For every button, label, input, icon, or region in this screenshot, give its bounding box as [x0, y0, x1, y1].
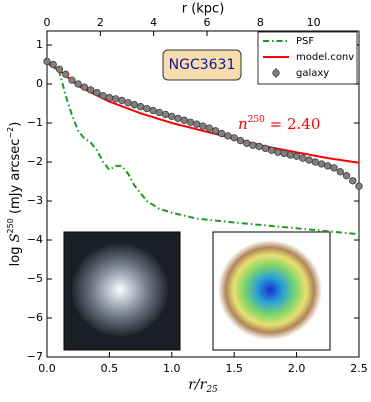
galaxy-point: [186, 118, 195, 126]
galaxy-point: [261, 144, 270, 153]
galaxy-point: [230, 134, 238, 142]
y-label-part: −2: [6, 127, 15, 139]
y-tick-label: −5: [27, 272, 43, 285]
galaxy-point: [243, 139, 251, 147]
x2-tick-label: 0: [44, 16, 51, 29]
galaxy-point: [62, 70, 70, 78]
galaxy-point: [224, 132, 232, 140]
x2-tick-label: 8: [257, 16, 264, 29]
y-label-part: 250: [6, 218, 15, 233]
inset-image: [63, 231, 181, 351]
y-label-part: log: [8, 242, 23, 266]
galaxy-point: [305, 156, 313, 164]
galaxy-point: [218, 129, 226, 138]
x2-tick-label: 6: [204, 16, 211, 29]
galaxy-point: [87, 86, 95, 94]
x-tick-label: 0.5: [101, 362, 119, 375]
galaxy-point: [299, 154, 307, 162]
x2-tick-label: 4: [150, 16, 157, 29]
galaxy-point: [324, 162, 332, 170]
legend-label: galaxy: [296, 68, 329, 79]
galaxy-point: [267, 146, 276, 154]
x-tick-label: 2.5: [350, 362, 368, 375]
y-tick-label: 1: [36, 38, 43, 51]
galaxy-point: [174, 114, 182, 122]
x-label: r/r25: [188, 377, 218, 395]
galaxy-point: [286, 151, 295, 159]
galaxy-point: [49, 60, 57, 69]
galaxy-point: [311, 158, 319, 166]
galaxy-point: [155, 108, 163, 117]
galaxy-point: [180, 116, 188, 124]
inset-map: [212, 231, 331, 351]
galaxy-point: [349, 177, 357, 185]
y-label-part: ): [8, 122, 23, 127]
x-tick-label: 2.0: [288, 362, 306, 375]
x-tick-label: 1.0: [163, 362, 181, 375]
annotation-box: NGC3631: [162, 49, 242, 81]
galaxy-point: [55, 65, 64, 73]
x-tick-label: 0.0: [38, 362, 56, 375]
y-tick-label: −7: [27, 350, 43, 363]
galaxy-point: [274, 148, 282, 156]
x-label-part: r/r: [188, 377, 207, 393]
y-tick-label: 0: [36, 77, 43, 90]
x-tick-label: 1.5: [225, 362, 243, 375]
y-label-part: S: [8, 233, 23, 242]
y-tick-label: −3: [27, 194, 43, 207]
galaxy-point: [205, 124, 213, 132]
x-label-part: 25: [205, 385, 218, 395]
galaxy-point: [130, 101, 139, 109]
fit-label-part: 250: [248, 115, 265, 125]
y-tick-label: −4: [27, 233, 43, 246]
galaxy-point: [193, 120, 201, 128]
x2-tick-label: 10: [307, 16, 321, 29]
galaxy-point: [68, 76, 76, 84]
galaxy-point: [249, 141, 257, 149]
galaxy-point: [149, 106, 157, 115]
galaxy-point: [355, 182, 363, 190]
fit-label: n250 = 2.40: [238, 115, 320, 134]
galaxy-point: [255, 142, 263, 151]
galaxy-point: [80, 83, 89, 91]
galaxy-point: [136, 103, 145, 111]
galaxy-point: [93, 88, 101, 97]
galaxy-point: [211, 127, 220, 135]
galaxy-point: [43, 57, 51, 66]
galaxy-point: [280, 149, 288, 158]
galaxy-point: [161, 110, 170, 119]
galaxy-point: [317, 160, 326, 168]
galaxy-point: [336, 168, 344, 176]
galaxy-point: [292, 152, 301, 160]
galaxy-point: [330, 164, 338, 172]
galaxy-point: [74, 80, 82, 88]
galaxy-point: [118, 96, 126, 105]
annotation: NGC3631: [169, 57, 236, 73]
x2-tick-label: 2: [97, 16, 104, 29]
galaxy-point: [168, 112, 176, 121]
legend-label: model.conv: [296, 52, 354, 63]
galaxy-point: [342, 172, 351, 180]
galaxy-point: [99, 92, 107, 100]
y-tick-label: −1: [27, 116, 43, 129]
y-label-part: (mJy arcsec: [8, 139, 23, 219]
galaxy-point: [105, 94, 114, 102]
legend: PSF model.conv galaxy: [257, 31, 358, 85]
fit-label-part: n: [238, 115, 248, 133]
legend-label: PSF: [296, 36, 314, 47]
galaxy-point: [236, 136, 245, 145]
galaxy-point: [199, 122, 207, 130]
y-label: log S250 (mJy arcsec−2): [6, 122, 23, 267]
series-line: [46, 61, 360, 236]
y-tick-label: −6: [27, 311, 43, 324]
fit-label-part: = 2.40: [265, 115, 321, 133]
galaxy-point: [143, 104, 151, 113]
galaxy-point: [124, 99, 132, 107]
galaxy-point: [111, 95, 120, 103]
x2-label: r (kpc): [182, 2, 225, 17]
y-tick-label: −2: [27, 155, 43, 168]
legend-symbol: [272, 69, 280, 77]
